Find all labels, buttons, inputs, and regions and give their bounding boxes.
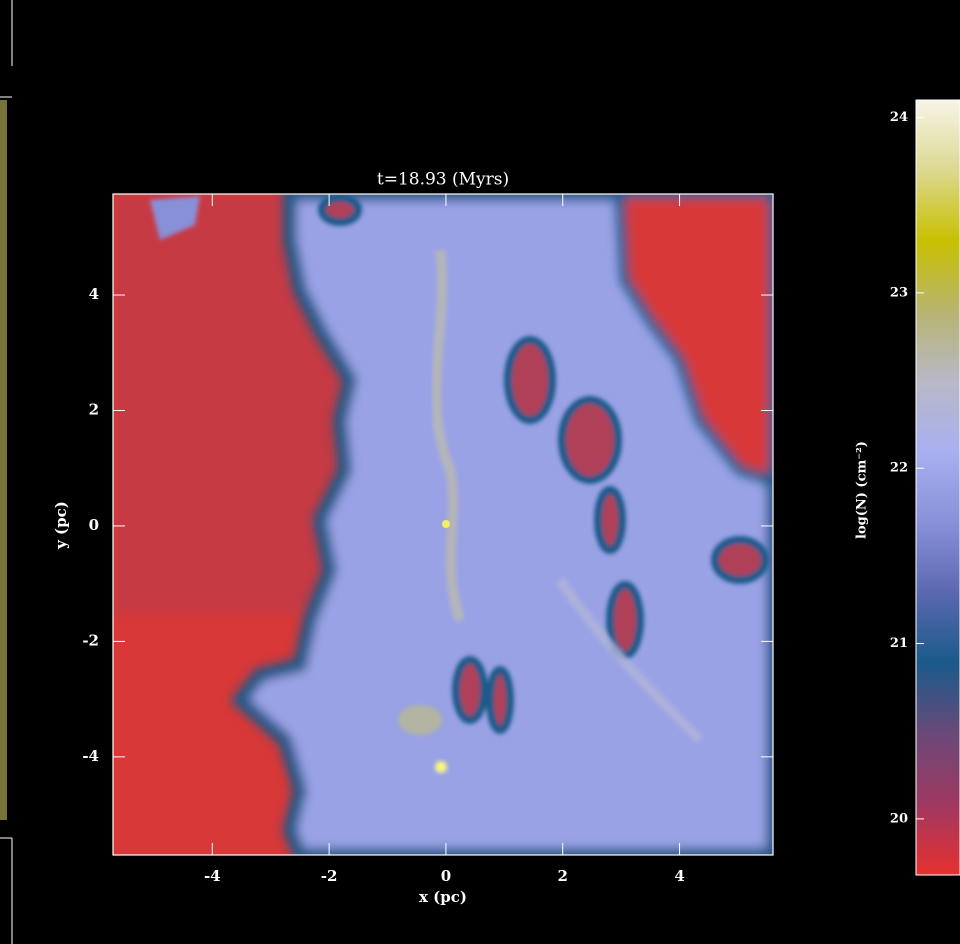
x-tick-label: 0	[441, 867, 451, 885]
colorbar-tick-label: 20	[890, 811, 908, 826]
density-map	[113, 194, 773, 855]
x-tick-label: -2	[321, 867, 338, 885]
chart: t=18.93 (Myrs) x (pc) y (pc) log(N) (cm⁻…	[0, 0, 960, 944]
colorbar-tick-label: 22	[890, 461, 908, 476]
y-tick-label: -2	[82, 631, 99, 649]
colorbar	[916, 100, 960, 875]
y-tick-label: 2	[89, 400, 99, 418]
y-tick-label: 4	[89, 285, 99, 303]
x-tick-label: -4	[204, 867, 221, 885]
x-tick-label: 2	[558, 867, 568, 885]
colorbar-tick-label: 23	[890, 285, 908, 300]
y-tick-label: -4	[82, 747, 99, 765]
colorbar-tick-label: 24	[890, 110, 908, 125]
y-tick-label: 0	[89, 516, 99, 534]
chart-title: t=18.93 (Myrs)	[377, 170, 509, 190]
y-axis-label: y (pc)	[52, 501, 70, 550]
colorbar-label: log(N) (cm⁻²)	[855, 441, 870, 539]
colorbar-tick-label: 21	[890, 636, 908, 651]
x-tick-label: 4	[674, 867, 684, 885]
x-axis-label: x (pc)	[419, 888, 467, 906]
